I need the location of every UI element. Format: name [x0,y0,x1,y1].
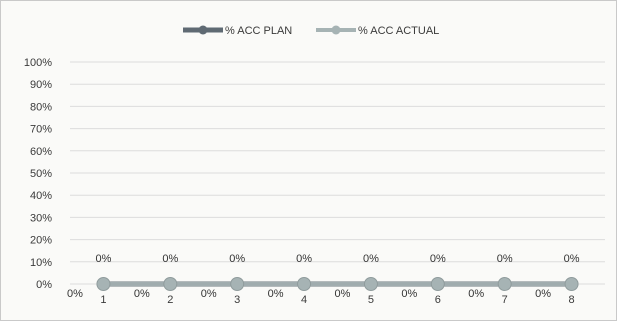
data-label: 0% [201,288,217,300]
data-label: 0% [229,253,245,265]
x-tick-label: 8 [569,294,575,306]
x-tick-label: 7 [502,294,508,306]
data-label: 0% [468,288,484,300]
data-label: 0% [497,253,513,265]
data-point [297,277,312,291]
x-axis-ticks: 1 2 3 4 5 6 7 8 [100,294,574,306]
legend: % ACC PLAN % ACC ACTUAL [183,25,439,37]
data-label: 0% [564,253,580,265]
data-label: 0% [335,288,351,300]
data-label: 0% [296,253,312,265]
x-tick-label: 5 [368,294,374,306]
y-tick-label: 20% [30,235,52,247]
x-tick-label: 1 [100,294,106,306]
y-tick-label: 50% [30,168,52,180]
legend-label: % ACC PLAN [225,25,292,37]
data-point [96,277,111,291]
data-point [564,277,579,291]
legend-label: % ACC ACTUAL [358,25,439,37]
y-tick-label: 0% [36,279,52,291]
y-axis-ticks: 0% 10% 20% 30% 40% 50% 60% 70% 80% 90% 100% [24,57,52,291]
data-label: 0% [363,253,379,265]
y-tick-label: 10% [30,257,52,269]
y-tick-label: 30% [30,212,52,224]
data-point [163,277,178,291]
y-tick-label: 60% [30,146,52,158]
data-point [363,277,378,291]
data-label: 0% [95,253,111,265]
y-tick-label: 100% [24,57,52,69]
y-tick-label: 90% [30,79,52,91]
x-tick-label: 3 [234,294,240,306]
y-tick-label: 80% [30,101,52,113]
data-label: 0% [268,288,284,300]
series-layer [96,277,579,291]
data-label: 0% [535,288,551,300]
data-point [497,277,512,291]
y-tick-label: 70% [30,124,52,136]
data-label: 0% [67,288,83,300]
x-tick-label: 2 [167,294,173,306]
data-labels: 0% 0% 0% 0% 0% 0% 0% 0% 0% 0% 0% 0% 0% 0% 0% 0% [67,253,580,300]
gridlines [70,61,605,285]
x-tick-label: 6 [435,294,441,306]
y-tick-label: 40% [30,190,52,202]
data-point [430,277,445,291]
legend-swatch-marker [331,25,341,35]
data-label: 0% [162,253,178,265]
data-point [230,277,245,291]
data-label: 0% [134,288,150,300]
data-label: 0% [430,253,446,265]
data-label: 0% [401,288,417,300]
x-tick-label: 4 [301,294,307,306]
legend-swatch-marker [198,25,208,35]
